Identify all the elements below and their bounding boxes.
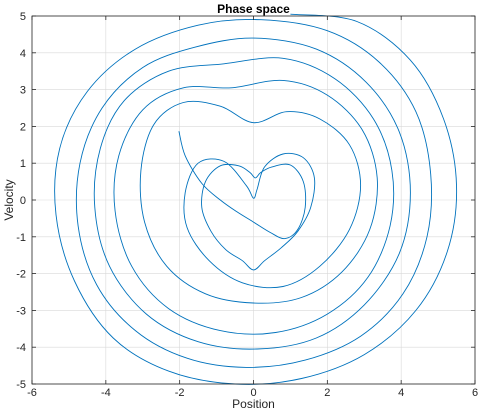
chart-title: Phase space [217,2,290,16]
series-group [54,13,458,385]
y-tick-label: -4 [16,342,26,354]
y-tick-label: 2 [20,121,26,133]
y-tick-label: 4 [20,48,26,60]
y-axis-label: Velocity [2,179,16,220]
y-tick-label: 3 [20,85,26,97]
y-tick-label: -2 [16,269,26,281]
x-tick-label: 6 [472,387,478,399]
ticks: -6 -4 -2 0 2 4 6 -5 -4 -3 -2 -1 0 1 2 3 4 5 [16,11,478,399]
series-line-0 [54,13,458,385]
x-tick-label: 4 [398,387,404,399]
x-tick-label: -4 [101,387,111,399]
y-tick-label: 1 [20,158,26,170]
y-tick-label: -3 [16,305,26,317]
y-tick-label: 0 [20,195,26,207]
x-tick-label: -6 [27,387,37,399]
x-tick-label: 2 [324,387,330,399]
y-tick-label: 5 [20,11,26,23]
x-tick-label: 0 [250,387,256,399]
y-tick-label: -1 [16,232,26,244]
x-axis-label: Position [232,397,275,411]
x-tick-label: -2 [175,387,185,399]
y-tick-label: -5 [16,379,26,391]
